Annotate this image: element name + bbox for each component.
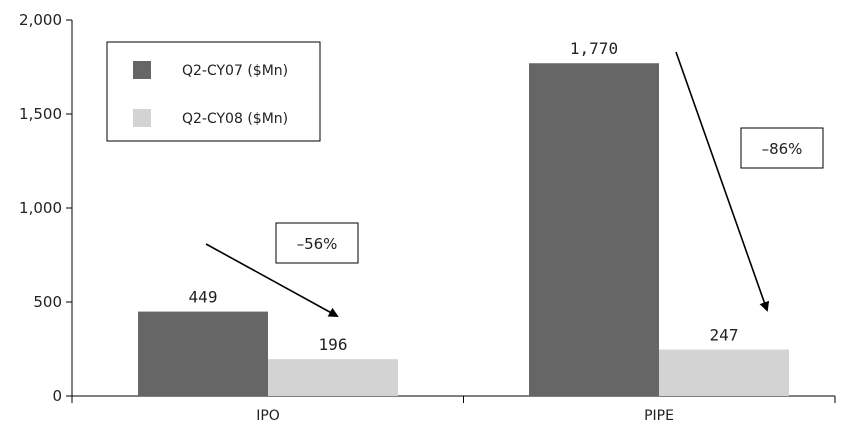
bar-ipo-series-1: [138, 311, 268, 396]
y-tick-label: 500: [33, 293, 62, 311]
y-tick-label: 1,000: [19, 199, 62, 217]
chart-data-labels: 449 1,770 196 247: [189, 39, 739, 354]
y-tick-label: 2,000: [19, 11, 62, 29]
legend-label: Q2-CY08 ($Mn): [182, 111, 288, 127]
bar-pipe-series-2: [659, 349, 789, 396]
bar-pipe-series-1: [529, 63, 659, 397]
annotation-box-pipe: [740, 127, 824, 169]
chart-annotations: –56% –86%: [205, 51, 824, 317]
data-label: 1,770: [570, 39, 618, 58]
annotation-box-ipo: [275, 222, 359, 264]
annotation-arrow-pipe: [675, 51, 770, 312]
data-label: 247: [710, 326, 739, 345]
chart-legend: Q2-CY07 ($Mn) Q2-CY08 ($Mn): [106, 41, 321, 142]
x-tick-label: IPO: [256, 408, 280, 424]
annotation-text-pipe: –86%: [762, 140, 803, 158]
bar-ipo-series-2: [268, 359, 398, 396]
legend-swatch: [133, 61, 151, 79]
legend-swatch: [133, 109, 151, 127]
data-label: 196: [319, 335, 348, 354]
legend-label: Q2-CY07 ($Mn): [182, 63, 288, 79]
y-tick-label: 0: [52, 387, 62, 405]
data-label: 449: [189, 288, 218, 307]
chart-bars: [138, 63, 789, 397]
annotation-arrow-ipo: [205, 243, 339, 317]
annotation-text-ipo: –56%: [297, 235, 338, 253]
y-tick-label: 1,500: [19, 105, 62, 123]
x-tick-label: PIPE: [644, 408, 674, 424]
